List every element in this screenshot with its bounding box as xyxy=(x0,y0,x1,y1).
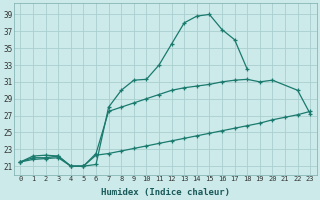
X-axis label: Humidex (Indice chaleur): Humidex (Indice chaleur) xyxy=(101,188,230,197)
